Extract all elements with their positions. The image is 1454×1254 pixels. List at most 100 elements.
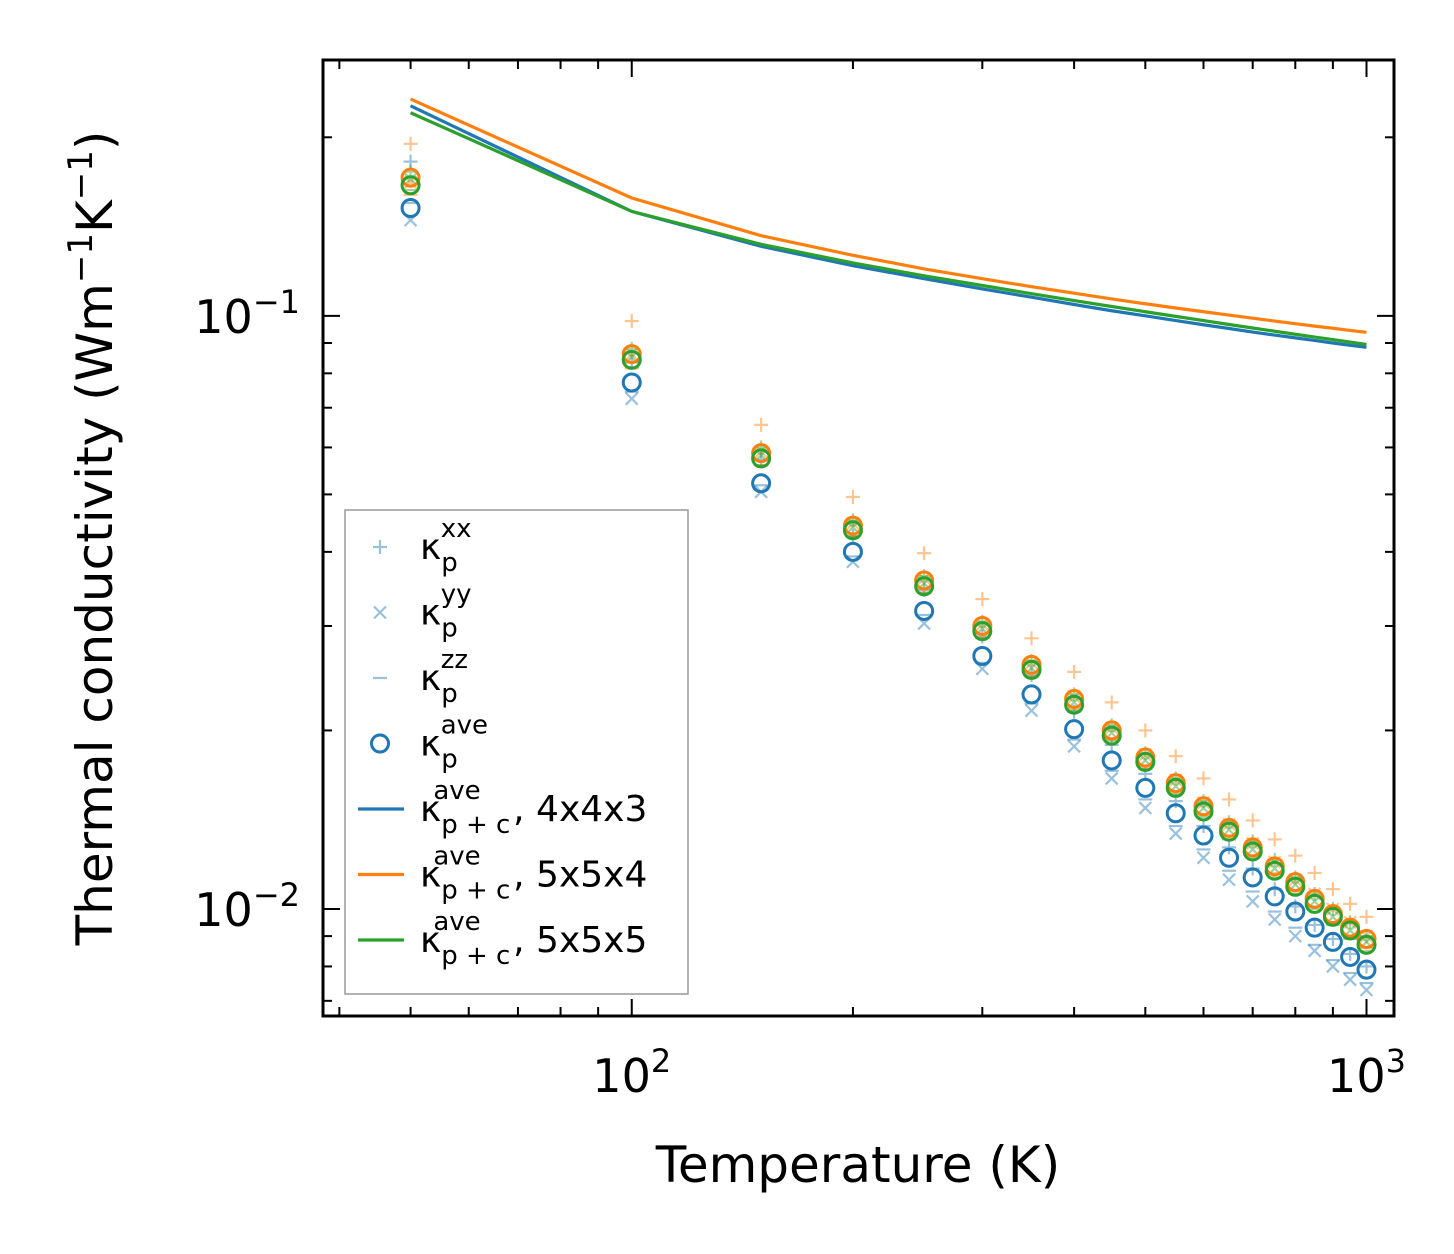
data-point bbox=[1288, 929, 1303, 943]
data-point bbox=[1285, 876, 1306, 897]
data-point bbox=[842, 520, 863, 541]
legend-label: κpyy bbox=[420, 580, 472, 644]
y-axis-title-main: Thermal conductivity (Wm bbox=[66, 283, 124, 946]
y-tick-label-2: 10−2 bbox=[194, 876, 300, 937]
series-4-circle bbox=[400, 197, 1377, 980]
data-point bbox=[400, 175, 421, 196]
data-point bbox=[624, 314, 639, 329]
data-point bbox=[751, 473, 772, 494]
data-point bbox=[624, 347, 639, 361]
x-tick-label-2: 103 bbox=[1327, 1042, 1406, 1103]
data-point bbox=[1168, 749, 1183, 764]
data-point bbox=[1165, 803, 1186, 824]
data-point bbox=[914, 570, 935, 591]
legend-entry-4: κpave bbox=[370, 711, 488, 775]
data-point bbox=[1304, 917, 1325, 938]
series-5-plus bbox=[403, 136, 1374, 924]
data-point bbox=[1304, 893, 1325, 914]
data-point bbox=[1064, 694, 1085, 715]
ticks-layer bbox=[323, 60, 1394, 1016]
markers-layer bbox=[400, 136, 1377, 997]
data-point bbox=[1165, 777, 1186, 798]
data-point bbox=[1138, 801, 1153, 815]
legend-entry-6: κp + cave, 5x5x4 bbox=[358, 842, 647, 906]
data-point bbox=[842, 541, 863, 562]
data-point bbox=[754, 417, 769, 432]
lines-layer bbox=[409, 97, 1367, 349]
data-point bbox=[1021, 684, 1042, 705]
legend-label: κp + cave, 5x5x5 bbox=[420, 907, 647, 971]
data-point bbox=[1307, 865, 1322, 880]
legend-marker bbox=[373, 605, 387, 620]
data-point bbox=[403, 136, 418, 151]
series-line-2 bbox=[409, 97, 1367, 334]
data-point bbox=[1322, 931, 1343, 952]
data-point bbox=[621, 372, 642, 393]
data-point bbox=[1267, 832, 1282, 847]
data-point bbox=[624, 391, 639, 406]
data-point bbox=[914, 576, 935, 597]
data-point bbox=[1267, 912, 1282, 927]
data-point bbox=[1340, 920, 1361, 941]
data-point bbox=[1101, 725, 1122, 746]
data-point bbox=[1242, 867, 1263, 888]
data-point bbox=[975, 592, 990, 607]
data-point bbox=[1340, 946, 1361, 967]
y-axis-title-exp1: −1 bbox=[61, 233, 101, 283]
legend-label: κpzz bbox=[420, 645, 468, 709]
legend-entry-2: κpyy bbox=[373, 580, 472, 644]
data-point bbox=[403, 172, 418, 186]
data-point bbox=[1242, 841, 1263, 862]
series-line-1 bbox=[409, 104, 1367, 349]
data-point bbox=[751, 443, 772, 464]
data-point bbox=[751, 448, 772, 469]
data-point bbox=[1264, 886, 1285, 907]
data-point bbox=[1193, 825, 1214, 846]
data-point bbox=[1024, 703, 1039, 718]
data-point bbox=[621, 344, 642, 365]
data-point bbox=[972, 621, 993, 642]
y-axis-title-mid: K bbox=[66, 199, 124, 233]
data-point bbox=[1285, 901, 1306, 922]
data-point bbox=[1135, 751, 1156, 772]
data-point bbox=[1219, 847, 1240, 868]
data-point bbox=[754, 444, 768, 459]
legend-entry-5: κp + cave, 4x4x3 bbox=[358, 776, 647, 840]
data-point bbox=[1245, 894, 1260, 909]
data-point bbox=[1326, 959, 1340, 974]
data-point bbox=[1307, 944, 1322, 958]
data-point bbox=[1359, 983, 1374, 997]
data-point bbox=[972, 645, 993, 666]
x-axis-title: Temperature (K) bbox=[655, 1136, 1060, 1194]
data-point bbox=[1222, 840, 1237, 855]
data-point bbox=[1288, 848, 1303, 863]
data-point bbox=[1322, 906, 1343, 927]
legend-marker bbox=[373, 540, 387, 554]
legend-entry-3: κpzz bbox=[373, 645, 468, 709]
data-point bbox=[845, 489, 860, 504]
data-point bbox=[1325, 882, 1340, 897]
data-point bbox=[1067, 664, 1082, 679]
data-point bbox=[1356, 928, 1377, 949]
data-point bbox=[1064, 688, 1085, 709]
data-point bbox=[1196, 850, 1211, 865]
data-point bbox=[403, 154, 418, 169]
y-tick-label-1: 10−1 bbox=[194, 283, 300, 344]
series-line-3 bbox=[409, 111, 1367, 347]
data-point bbox=[917, 546, 932, 561]
data-point bbox=[1021, 659, 1042, 680]
legend-frame bbox=[344, 509, 689, 995]
data-point bbox=[914, 600, 935, 621]
legend-label: κpxx bbox=[420, 514, 472, 578]
data-point bbox=[1343, 972, 1357, 987]
plot-frame bbox=[321, 58, 1396, 1018]
legend-marker bbox=[370, 733, 390, 754]
data-point bbox=[621, 349, 642, 370]
x-tick-label-1: 102 bbox=[592, 1042, 671, 1103]
data-point bbox=[1193, 801, 1214, 822]
data-point bbox=[1219, 821, 1240, 842]
legend-entry-7: κp + cave, 5x5x5 bbox=[358, 907, 647, 971]
